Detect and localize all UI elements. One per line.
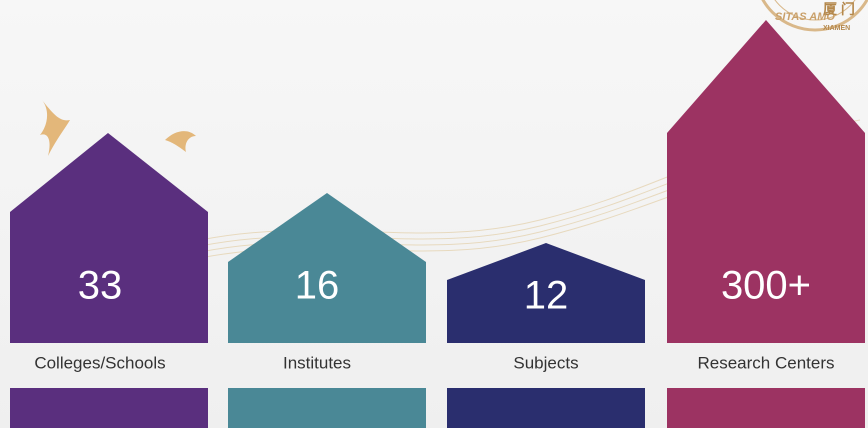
item-label: Research Centers xyxy=(697,353,834,372)
base-bar xyxy=(10,388,208,428)
logo-name-en: XIAMEN xyxy=(823,25,850,32)
item-label: Colleges/Schools xyxy=(34,353,165,372)
slide: SITAS AMO 厦 门 XIAMEN 33 Colleges/Schools… xyxy=(0,0,868,428)
item: 12 Subjects xyxy=(447,243,645,428)
page: SITAS AMO 厦 门 XIAMEN 33 Colleges/Schools… xyxy=(0,0,868,428)
item-value: 16 xyxy=(295,264,340,308)
logo-name-cn: 厦 门 xyxy=(823,1,855,17)
item-value: 300+ xyxy=(721,264,811,308)
item-value: 12 xyxy=(524,274,569,318)
base-bar xyxy=(667,388,865,428)
base-bar xyxy=(447,388,645,428)
item-label: Subjects xyxy=(513,353,578,372)
base-bar xyxy=(228,388,426,428)
item-label: Institutes xyxy=(283,353,351,372)
item-value: 33 xyxy=(78,264,123,308)
